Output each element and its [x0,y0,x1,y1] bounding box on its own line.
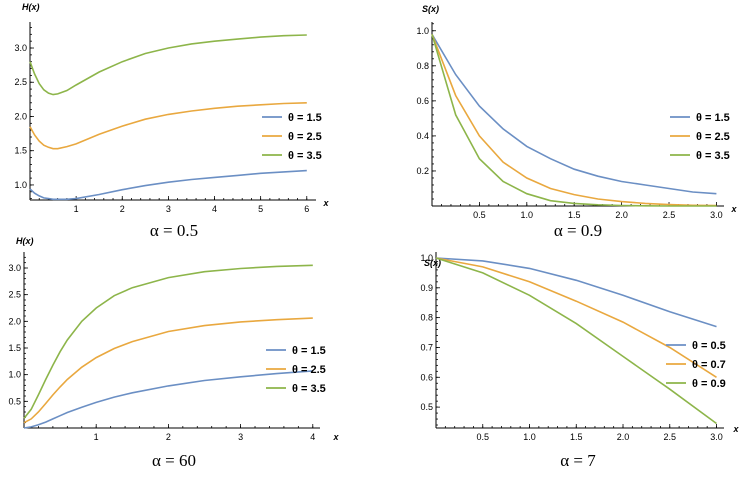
y-tick-label: 2.5 [8,290,21,300]
legend-label: θ = 1.5 [288,112,322,124]
y-tick-label: 1.5 [14,146,27,156]
y-axis-title: H(x) [16,236,34,246]
x-axis-title: x [730,204,737,214]
panel-caption: α = 60 [152,451,196,470]
x-tick-label: 1.5 [568,210,581,220]
legend-label: θ = 3.5 [292,383,326,395]
panel-caption: α = 0.9 [554,221,602,240]
series-line-2 [29,102,307,150]
x-tick-label: 1.5 [570,432,583,442]
x-tick-label: 0.5 [476,432,489,442]
x-tick-label: 4 [212,204,217,214]
x-tick-label: 1 [74,204,79,214]
y-tick-label: 0.4 [416,131,429,141]
chart-panel-2: 0.5 1.0 1.5 2.0 2.5 3.0 0.2 0.4 0.6 0.8 1.0 S(x) x θ … [416,4,737,240]
y-axis-title: S(x) [424,258,441,268]
y-tick-label: 1.0 [14,180,27,190]
legend-label: θ = 0.5 [692,340,726,352]
chart-panel-4: 0.5 1.0 1.5 2.0 2.5 3.00.50.60.70.80.91.0S(x)… [420,252,739,470]
x-tick-label: 6 [304,204,309,214]
panel-caption: α = 7 [560,451,596,470]
x-tick-label: 5 [258,204,263,214]
x-tick-label: 2.0 [617,432,630,442]
panel-caption: α = 0.5 [150,221,198,240]
y-tick-label: 3.0 [14,43,27,53]
y-tick-label: 0.9 [420,283,433,293]
y-tick-label: 0.8 [416,61,429,71]
series-line-3 [431,34,717,207]
series-line-2 [431,34,717,207]
x-tick-label: 3.0 [710,432,723,442]
legend-label: θ = 3.5 [288,150,322,162]
y-tick-label: 0.5 [420,402,433,412]
y-tick-label: 0.8 [420,313,433,323]
y-tick-label: 0.6 [420,372,433,382]
legend-label: θ = 0.9 [692,378,726,390]
x-tick-label: 2.5 [663,210,676,220]
x-tick-label: 1.0 [523,432,536,442]
x-tick-label: 2.0 [615,210,628,220]
y-tick-label: 1.0 [420,253,433,263]
y-tick-label: 2.5 [14,77,27,87]
y-axis-title: H(x) [22,2,40,12]
legend-label: θ = 1.5 [696,112,730,124]
legend-label: θ = 1.5 [292,345,326,357]
series-line-3 [23,264,313,419]
y-tick-label: 0.5 [8,396,21,406]
x-tick-label: 3 [166,204,171,214]
x-tick-label: 1 [94,432,99,442]
y-tick-label: 2.0 [8,316,21,326]
x-tick-label: 0.5 [473,210,486,220]
series-line-1 [431,33,717,195]
series-line-2 [435,257,717,378]
legend-label: θ = 2.5 [288,131,322,143]
y-axis-title: S(x) [422,4,439,14]
legend-label: θ = 0.7 [692,359,726,371]
x-tick-label: 4 [310,432,315,442]
x-tick-label: 2 [120,204,125,214]
x-tick-label: 2 [166,432,171,442]
y-tick-label: 0.6 [416,96,429,106]
y-tick-label: 3.0 [8,263,21,273]
chart-panel-3: 1 2 3 4 0.5 1.0 1.5 2.0 2.5 3.0 H(x) x θ = 1.5 θ = 2.… [8,236,339,470]
y-tick-label: 0.2 [416,166,429,176]
series-line-2 [23,317,313,424]
y-tick-label: 0.7 [420,342,433,352]
x-tick-label: 2.5 [664,432,677,442]
y-tick-label: 1.0 [8,370,21,380]
series-line-3 [29,34,307,96]
series-line-1 [435,257,717,328]
chart-panel-1: 1 2 3 4 5 6 1.0 1.5 2.0 2.5 3.0 H(x) x θ = 1.5 θ = 2.5… [14,2,329,240]
y-tick-label: 1.0 [416,26,429,36]
x-tick-label: 3.0 [710,210,723,220]
legend-label: θ = 3.5 [696,150,730,162]
y-tick-label: 2.0 [14,111,27,121]
x-axis-title: x [332,432,339,442]
legend-label: θ = 2.5 [696,131,730,143]
series-line-3 [435,257,717,425]
legend-label: θ = 2.5 [292,364,326,376]
series-line-1 [23,370,313,429]
x-axis-title: x [732,424,739,434]
y-tick-label: 1.5 [8,343,21,353]
x-tick-label: 1.0 [521,210,534,220]
series-line-1 [29,169,307,201]
x-axis-title: x [322,198,329,208]
x-tick-label: 3 [238,432,243,442]
